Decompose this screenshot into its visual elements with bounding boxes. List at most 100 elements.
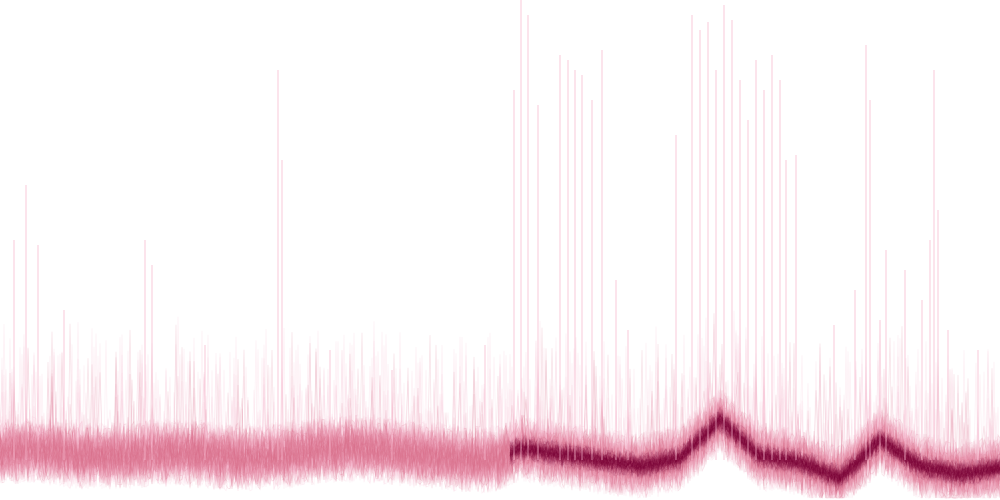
series-line bbox=[0, 343, 1000, 499]
series-line bbox=[0, 350, 1000, 499]
series-line bbox=[0, 351, 1000, 494]
series-line bbox=[0, 351, 1000, 499]
series-line bbox=[0, 390, 1000, 499]
series-line bbox=[509, 413, 1000, 484]
series-line bbox=[0, 323, 1000, 499]
series-line bbox=[0, 353, 1000, 496]
series-line bbox=[509, 420, 1000, 482]
series-line bbox=[0, 329, 1000, 499]
series-line bbox=[0, 344, 1000, 484]
series-line bbox=[0, 332, 1000, 499]
series-line bbox=[0, 333, 1000, 486]
series-line bbox=[0, 349, 1000, 499]
series-line bbox=[509, 417, 1000, 483]
series-line bbox=[0, 336, 1000, 485]
series-line bbox=[0, 332, 1000, 489]
series-line bbox=[0, 355, 1000, 499]
series-line bbox=[0, 317, 1000, 499]
series-line bbox=[0, 357, 1000, 499]
series-line bbox=[0, 363, 1000, 484]
series-line bbox=[0, 368, 1000, 498]
series-line bbox=[0, 330, 1000, 499]
series-line bbox=[0, 334, 1000, 488]
series-line bbox=[0, 349, 1000, 490]
series-line bbox=[0, 346, 1000, 493]
series-line bbox=[0, 369, 1000, 486]
series-line bbox=[0, 353, 1000, 486]
series-line bbox=[0, 358, 1000, 486]
series-line bbox=[0, 351, 1000, 492]
series-line bbox=[0, 316, 1000, 499]
series-line bbox=[0, 394, 1000, 499]
series-line bbox=[0, 318, 1000, 494]
series-line bbox=[0, 337, 1000, 497]
series-line bbox=[0, 355, 1000, 484]
series-line bbox=[0, 354, 1000, 489]
series-line bbox=[0, 330, 1000, 490]
series-line bbox=[0, 351, 1000, 494]
series-line bbox=[0, 322, 1000, 500]
series-line bbox=[0, 353, 1000, 495]
series-line bbox=[0, 377, 1000, 491]
series-line bbox=[0, 334, 1000, 488]
series-line bbox=[0, 350, 1000, 490]
series-line bbox=[509, 419, 1000, 478]
series-line bbox=[509, 413, 1000, 485]
series-layer bbox=[0, 310, 1000, 500]
series-line bbox=[0, 340, 1000, 499]
series-line bbox=[0, 413, 1000, 490]
series-line bbox=[0, 347, 1000, 499]
series-line bbox=[0, 337, 1000, 500]
series-line bbox=[510, 411, 1000, 486]
series-line bbox=[0, 342, 1000, 485]
series-line bbox=[0, 376, 1000, 495]
series-line bbox=[0, 340, 1000, 492]
series-line bbox=[0, 349, 1000, 499]
series-line bbox=[0, 334, 1000, 499]
series-line bbox=[0, 340, 1000, 487]
series-line bbox=[0, 327, 1000, 491]
series-line bbox=[0, 355, 1000, 488]
series-line bbox=[0, 366, 1000, 498]
series-line bbox=[509, 419, 1000, 487]
series-line bbox=[0, 363, 1000, 491]
series-line bbox=[0, 359, 1000, 500]
series-line bbox=[0, 344, 1000, 483]
series-line bbox=[0, 357, 1000, 496]
series-line bbox=[0, 354, 1000, 499]
series-line bbox=[509, 416, 1000, 483]
series-line bbox=[0, 369, 1000, 499]
series-line bbox=[0, 331, 1000, 499]
series-line bbox=[0, 341, 1000, 488]
series-line bbox=[0, 361, 1000, 491]
series-line bbox=[0, 354, 1000, 495]
series-line bbox=[0, 359, 1000, 492]
series-line bbox=[0, 359, 1000, 485]
series-line bbox=[0, 348, 1000, 499]
series-line bbox=[0, 361, 1000, 491]
spike-layer bbox=[13, 0, 979, 460]
series-line bbox=[0, 344, 1000, 491]
series-line bbox=[0, 324, 1000, 499]
series-line bbox=[0, 349, 1000, 495]
series-line bbox=[0, 343, 1000, 488]
series-line bbox=[0, 345, 1000, 498]
series-line bbox=[0, 358, 1000, 484]
series-line bbox=[509, 414, 1000, 483]
series-line bbox=[0, 340, 1000, 482]
series-line bbox=[0, 348, 1000, 497]
series-line bbox=[0, 326, 1000, 499]
series-line bbox=[509, 412, 1000, 483]
series-line bbox=[0, 403, 1000, 487]
series-line bbox=[0, 358, 1000, 486]
series-line bbox=[0, 334, 1000, 492]
series-line bbox=[0, 388, 1000, 491]
series-line bbox=[0, 354, 1000, 496]
series-line bbox=[0, 349, 1000, 499]
series-line bbox=[0, 351, 1000, 488]
series-line bbox=[0, 341, 1000, 488]
series-line bbox=[0, 336, 1000, 499]
series-line bbox=[0, 328, 1000, 496]
